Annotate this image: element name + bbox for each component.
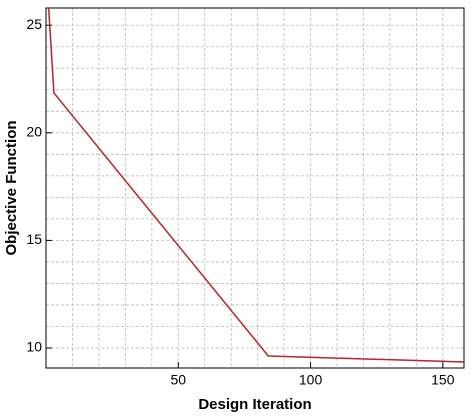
x-tick-label: 100 (299, 372, 323, 388)
plot-frame (45, 7, 465, 369)
x-tick-label: 150 (431, 372, 455, 388)
y-tick-label: 10 (26, 339, 42, 355)
y-tick-label: 20 (26, 124, 42, 140)
x-tick-label: 50 (170, 372, 186, 388)
y-tick-label: 15 (26, 231, 42, 247)
x-axis-label: Design Iteration (198, 396, 311, 413)
y-tick-label: 25 (26, 16, 42, 32)
data-line (47, 7, 465, 363)
y-axis-label: Objective Function (3, 120, 20, 255)
